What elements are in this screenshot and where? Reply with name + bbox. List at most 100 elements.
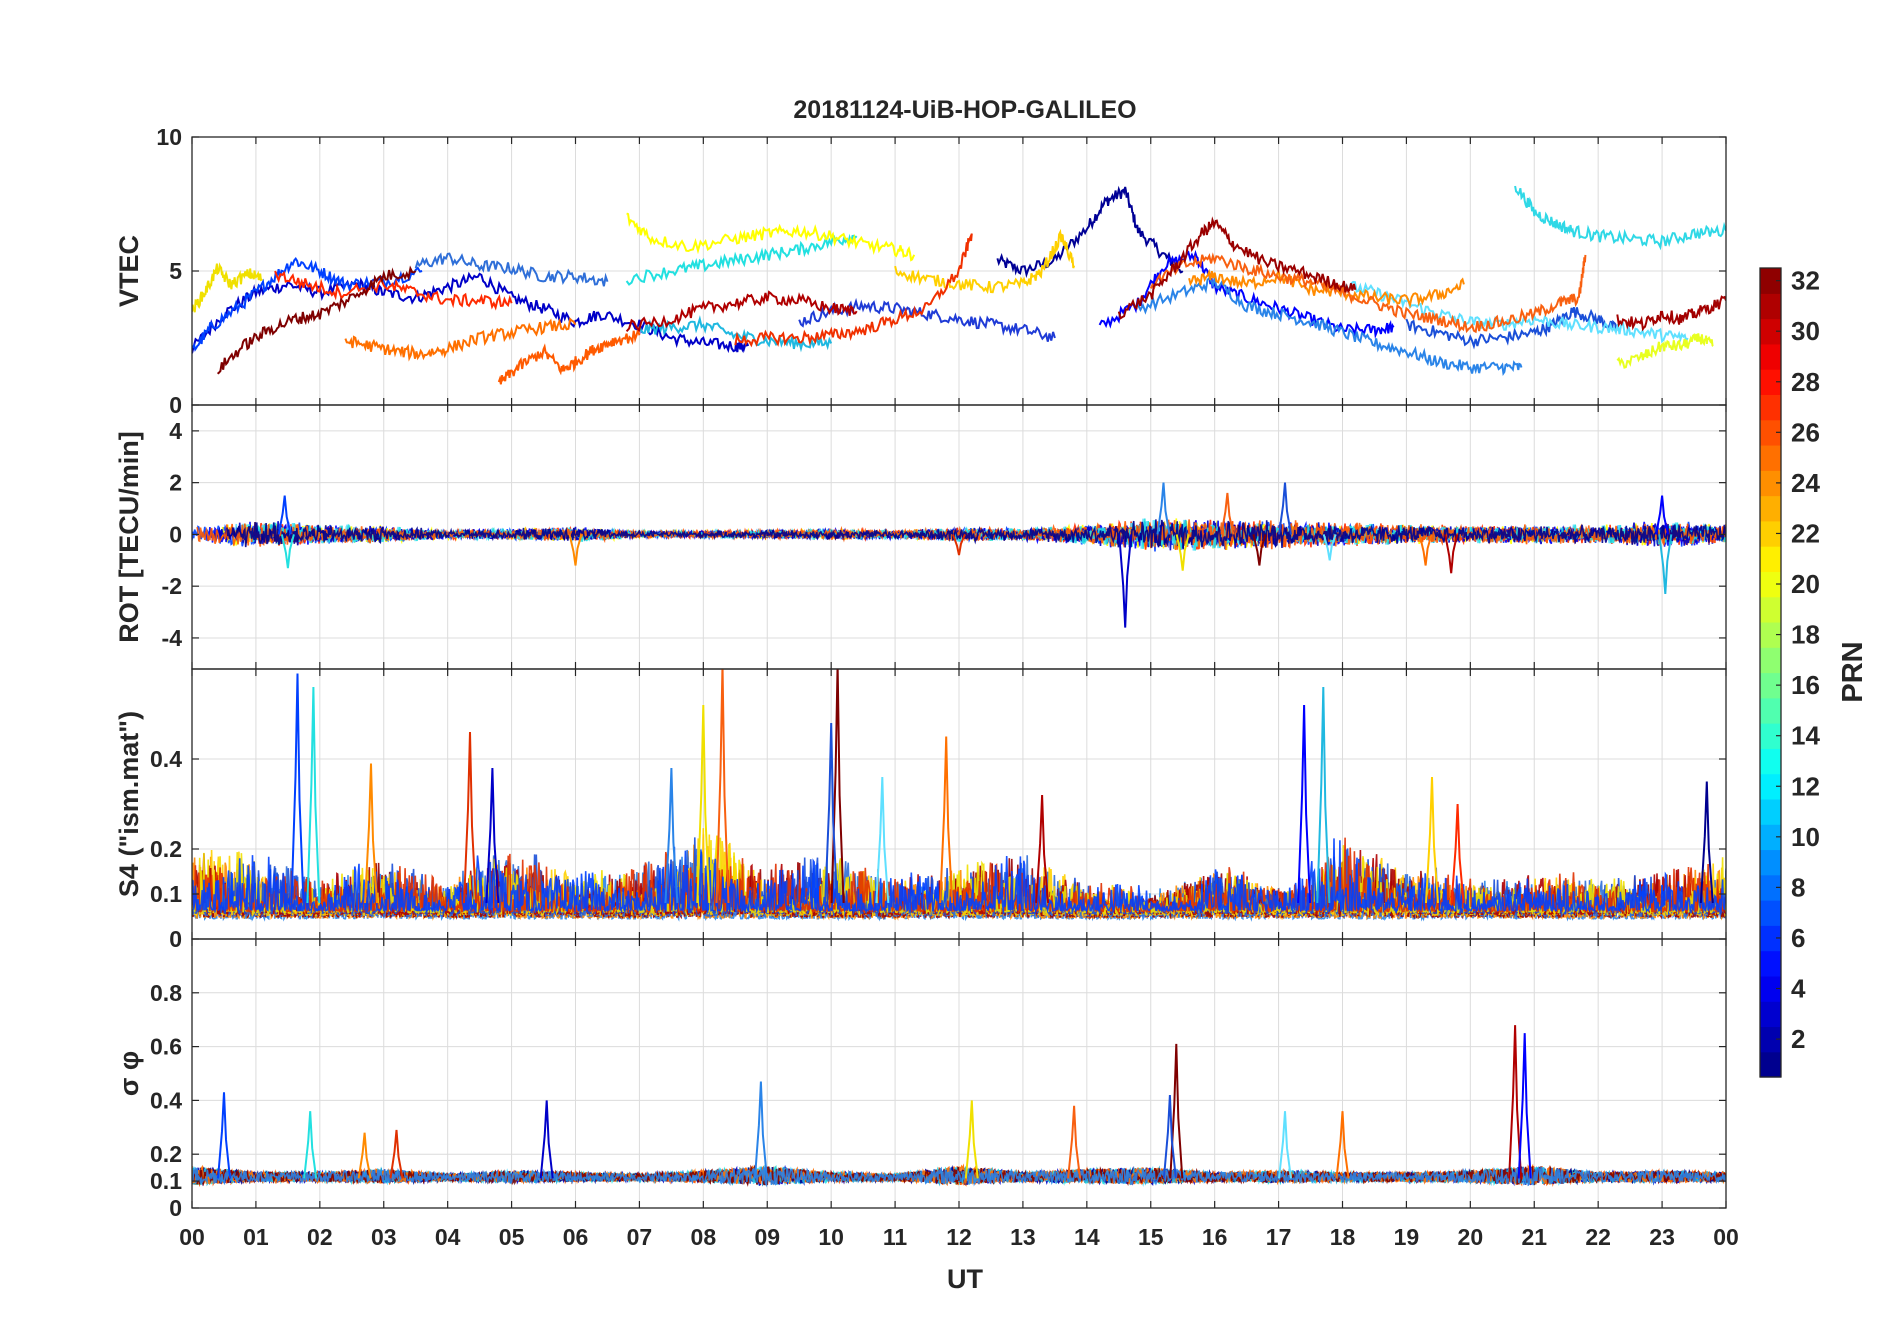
colorbar-cell [1760,925,1781,952]
x-tick-label: 11 [883,1224,908,1250]
spike-rot [1220,492,1235,535]
spike-rot [568,534,583,566]
y-axis-label-s4: S4 ("ism.mat") [114,711,144,897]
x-tick-label: 05 [499,1224,525,1250]
colorbar-tick-label: 18 [1791,620,1820,650]
colorbar-cell [1760,419,1781,446]
spike-s4 [1450,803,1465,904]
colorbar-cell [1760,394,1781,421]
spike-s4 [1035,794,1050,904]
spike-rot [1175,534,1190,571]
colorbar-cell [1760,293,1781,320]
y-tick-label: 5 [169,258,182,284]
colorbar-cell [1760,495,1781,522]
spike-sigma_phi [357,1132,372,1179]
colorbar-tick-label: 12 [1791,771,1820,801]
y-tick-label: 0.6 [150,1034,182,1060]
x-tick-label: 07 [627,1224,653,1250]
x-tick-label: 14 [1074,1224,1100,1250]
x-tick-label: 03 [371,1224,397,1250]
series-prn-22 [1616,333,1714,369]
colorbar-tick-label: 14 [1791,721,1820,751]
trace-rot [226,519,1726,550]
y-tick-label: -4 [162,625,183,651]
trace-sigma_phi [192,1164,1726,1187]
y-tick-label: 0 [169,1195,182,1221]
y-tick-label: 0 [169,926,182,952]
y-axis-label-rot: ROT [TECU/min] [114,431,144,642]
spike-rot [1418,534,1433,566]
spike-s4 [1425,776,1439,904]
y-tick-label: 2 [169,470,182,496]
colorbar-cell [1760,1001,1781,1028]
series-prn-25 [344,317,577,362]
x-tick-label: 13 [1010,1224,1036,1250]
panel-vtec: 0 5 10 VTEC [114,124,1727,418]
x-tick-labels: 00 01 02 03 04 05 06 07 08 09 10 11 12 13 14 15 16 17 18 19… [179,1224,1739,1250]
colorbar-cell [1760,849,1781,876]
colorbar-cell [1760,697,1781,724]
x-tick-label: 15 [1138,1224,1164,1250]
colorbar-frame [1759,267,1782,1078]
series-prn-32 [216,265,417,375]
x-tick-label: 16 [1202,1224,1228,1250]
spike-s4 [1316,686,1331,904]
spike-s4 [364,763,378,904]
series-prn-30 [625,290,858,333]
series-prn-2 [996,185,1184,279]
plot-area-rot [192,482,1726,628]
series-prn-29 [734,233,973,348]
y-tick-label: -2 [162,573,182,599]
series-prn-27 [1149,252,1587,334]
colorbar-tick-label: 16 [1791,670,1820,700]
colorbar-tick-label: 4 [1791,974,1806,1004]
colorbar-cell [1760,470,1781,497]
spike-sigma_phi [1169,1043,1184,1179]
y-tick-label: 0 [169,392,182,418]
spike-rot [952,534,966,556]
colorbar-tick-label: 6 [1791,923,1805,953]
spike-s4 [875,776,890,904]
series-prn-7 [1405,307,1618,350]
spike-sigma_phi [1508,1025,1523,1179]
series-prn-3 [192,271,750,354]
spike-rot [1156,482,1171,535]
spike-s4 [290,673,305,904]
spike-sigma_phi [753,1081,768,1179]
x-tick-label: 02 [307,1224,333,1250]
y-tick-label: 0.2 [150,1141,182,1167]
spike-s4 [939,736,954,904]
x-tick-label: 00 [1713,1224,1739,1250]
colorbar-tick-label: 32 [1791,266,1820,296]
plot-area-sigma_phi [192,1025,1726,1188]
colorbar-cell [1760,546,1781,572]
colorbar-cell [1760,596,1781,623]
series-prn-19 [626,212,916,262]
spike-s4 [664,767,679,904]
y-tick-label: 0.8 [150,980,182,1006]
colorbar-cell [1760,318,1781,345]
colorbar-cell [1760,975,1781,1002]
x-tick-label: 09 [754,1224,780,1250]
colorbar-cell [1760,520,1781,547]
spike-rot [1252,534,1267,566]
x-tick-label: 10 [818,1224,844,1250]
colorbar-tick-label: 10 [1791,822,1820,852]
series-prn-9 [414,252,609,287]
spike-sigma_phi [1335,1111,1350,1179]
spike-s4 [830,669,845,904]
colorbar-cell [1760,723,1781,749]
spike-sigma_phi [1067,1105,1082,1179]
panel-rot: -4 -2 0 2 4 ROT [TECU/min] [114,404,1727,670]
x-tick-label: 08 [691,1224,717,1250]
colorbar-tick-label: 26 [1791,417,1820,447]
spike-rot [1322,534,1337,561]
x-tick-label: 06 [563,1224,589,1250]
spike-sigma_phi [389,1129,404,1179]
spike-rot [1655,495,1670,535]
spike-rot [277,495,292,535]
series-prn-30 [1616,295,1726,332]
plot-area-s4 [192,669,1726,922]
